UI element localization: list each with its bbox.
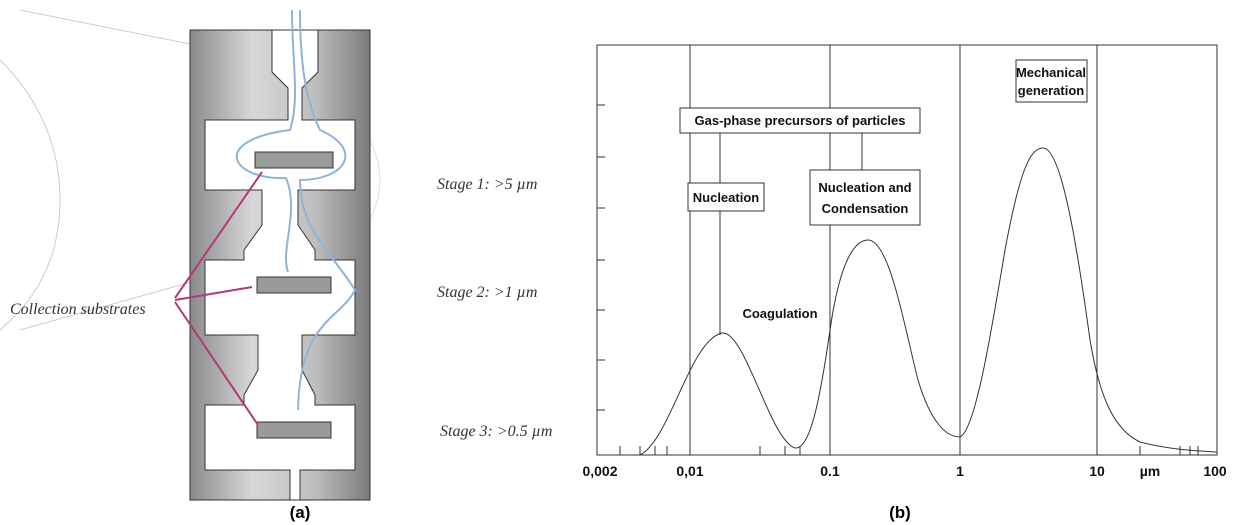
box-label: generation — [1018, 83, 1085, 98]
stage-label: Stage 3: >0.5 µm — [440, 423, 552, 440]
box-label: Gas-phase precursors of particles — [695, 113, 906, 128]
x-axis-label: 0,002 — [582, 463, 617, 479]
x-axis-label: 100 — [1203, 463, 1227, 479]
distribution — [596, 44, 1218, 456]
x-axis-label: 0.1 — [820, 463, 840, 479]
box-label: Mechanical — [1016, 65, 1086, 80]
x-axis-label: µm — [1140, 463, 1161, 479]
caption: (b) — [889, 503, 911, 522]
impactor — [0, 9, 381, 501]
annotation: Coagulation — [742, 306, 817, 321]
collection-label: Collection substrates — [10, 301, 146, 318]
box-label: Nucleation and — [818, 180, 911, 195]
x-axis-label: 1 — [956, 463, 964, 479]
x-axis-label: 0,01 — [676, 463, 703, 479]
stage-label: Stage 2: >1 µm — [437, 284, 537, 301]
box-label: Nucleation — [693, 190, 760, 205]
x-axis-label: 10 — [1089, 463, 1105, 479]
stage-label: Stage 1: >5 µm — [437, 176, 537, 193]
caption: (a) — [290, 503, 311, 522]
box-label: Condensation — [822, 201, 909, 216]
